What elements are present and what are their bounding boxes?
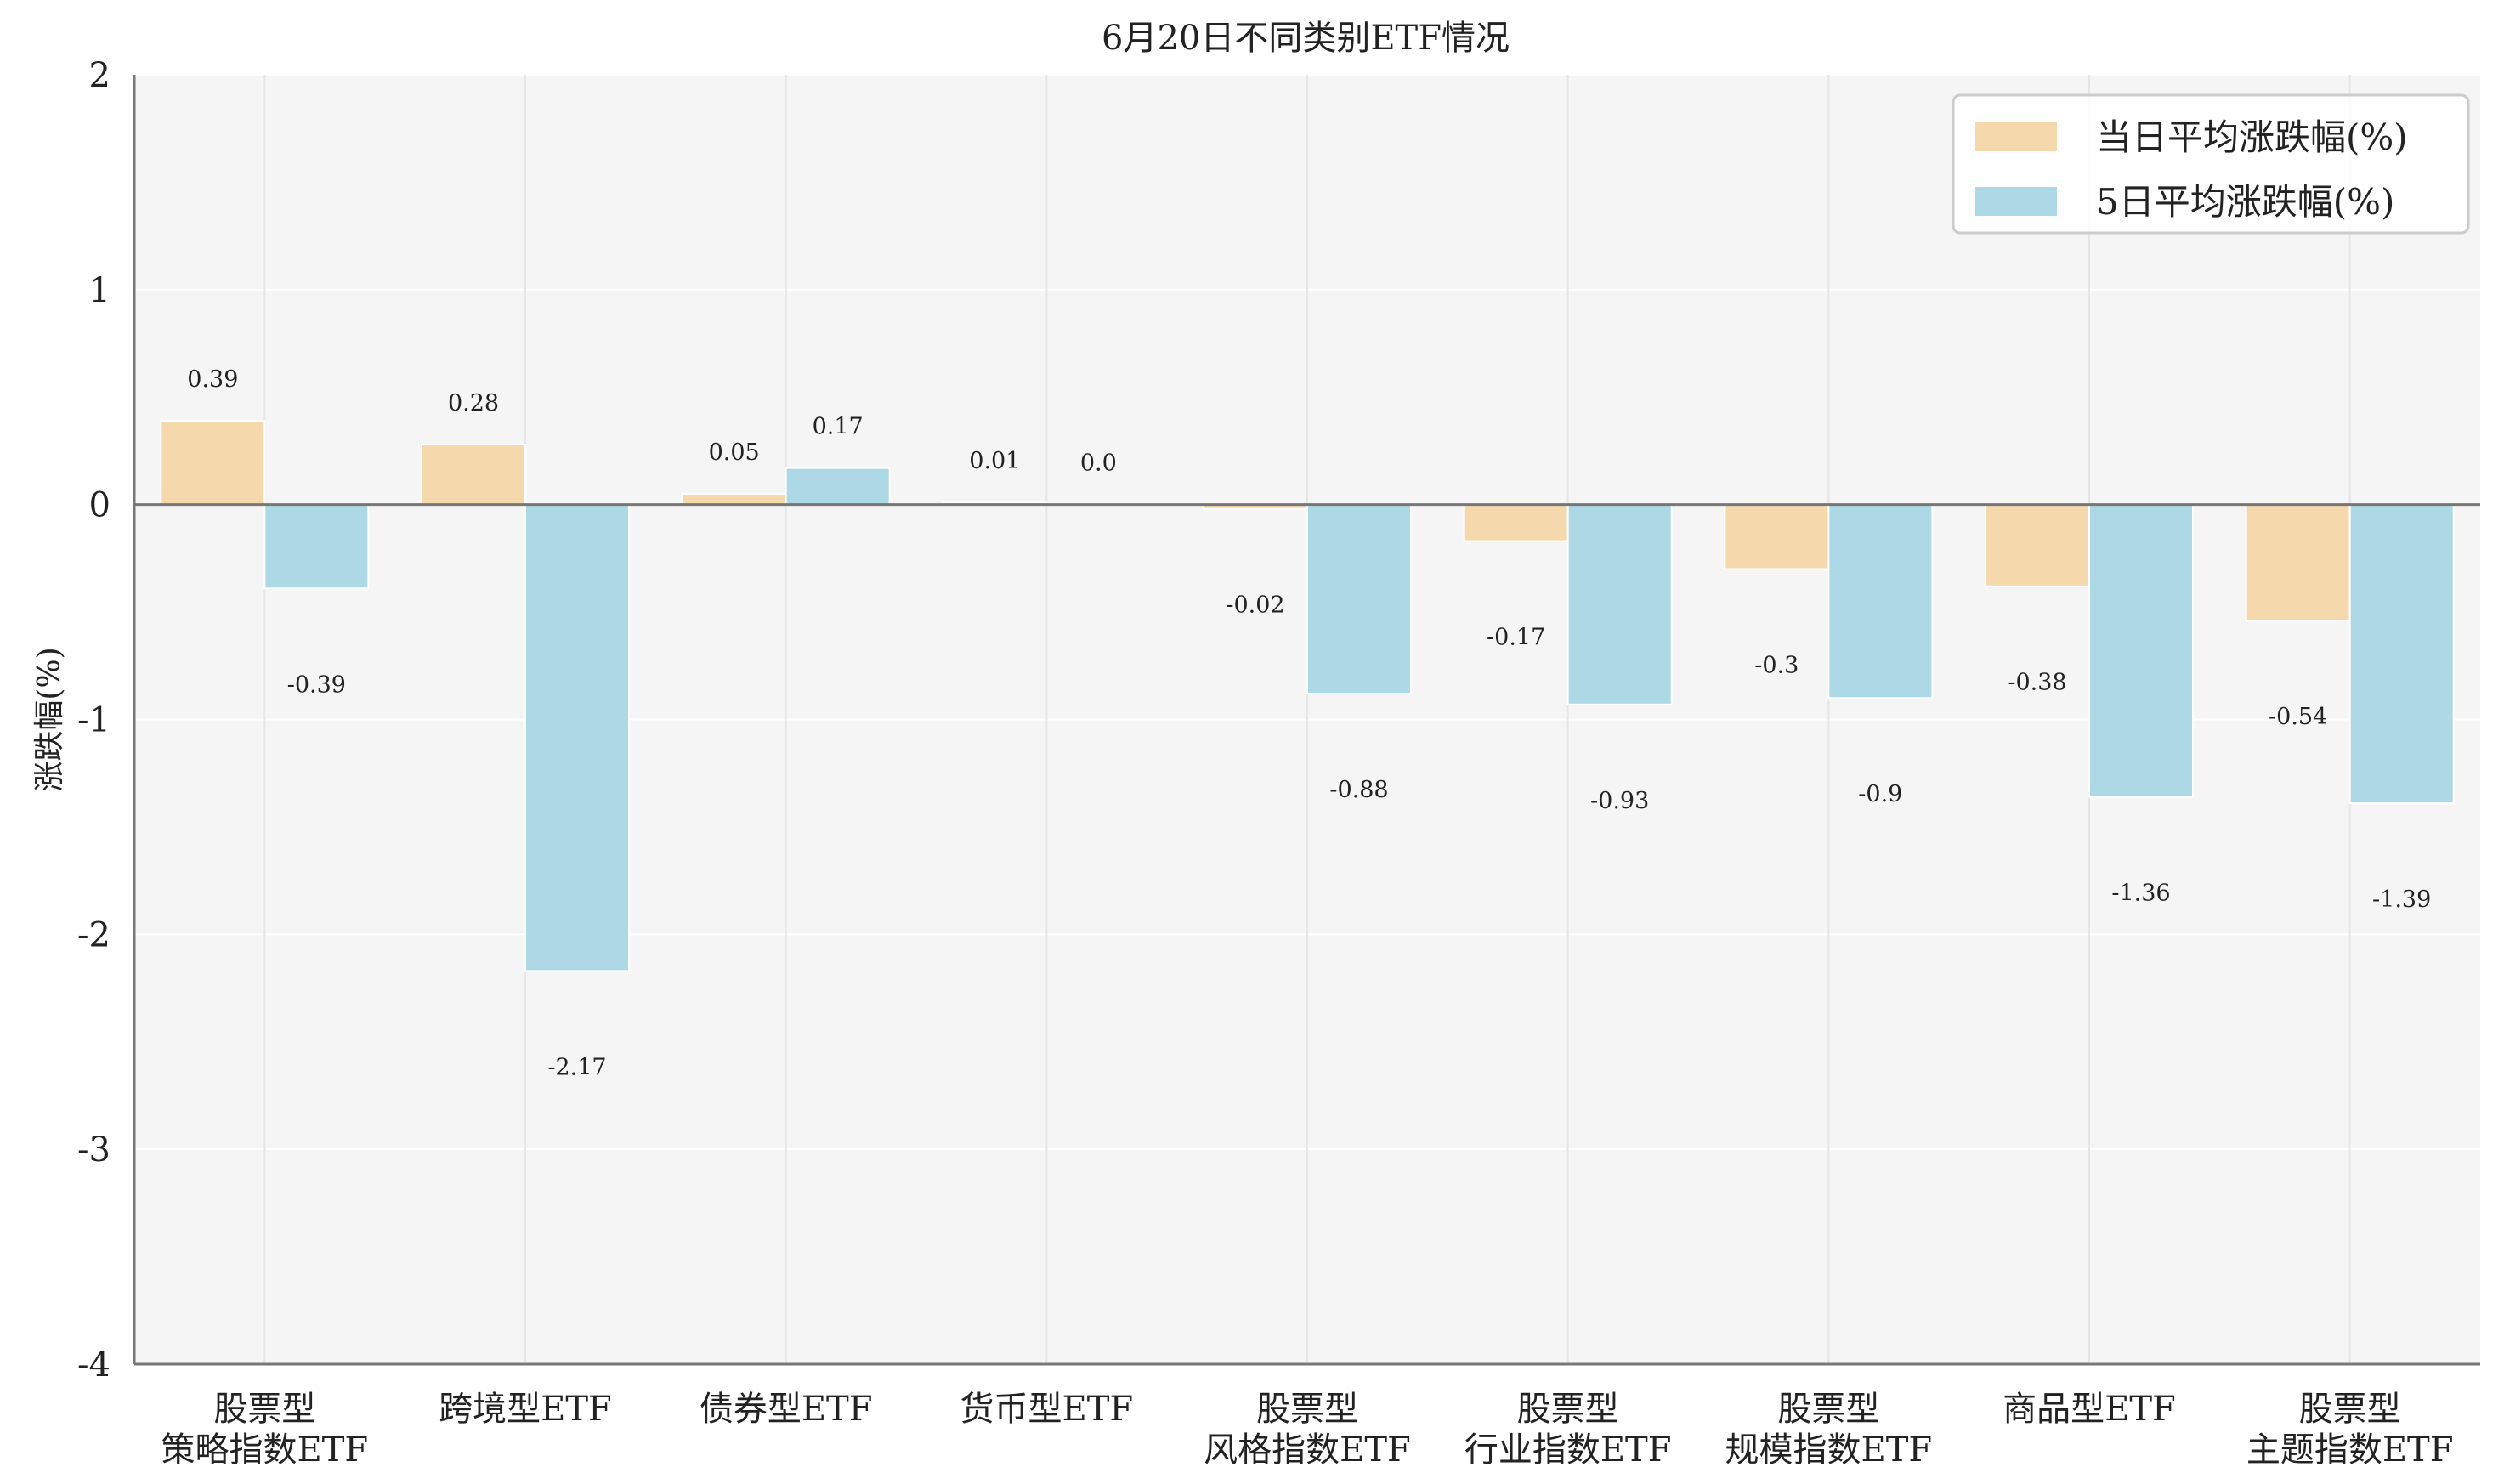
x-category-label-6-1: 规模指数ETF [1725,1430,1933,1470]
data-label-s1-0: -0.39 [287,671,346,698]
bar-s1-6 [1827,503,1934,700]
legend-swatch-0 [1975,122,2057,151]
x-category-label-0-0: 股票型 [213,1390,315,1429]
data-label-s0-3: 0.01 [969,448,1020,474]
y-tick-label-6: 2 [89,56,110,95]
data-label-s0-7: -0.38 [2008,670,2066,696]
data-label-s1-5: -0.93 [1590,788,1649,814]
bar-s1-1 [524,503,630,972]
x-category-label-3-0: 货币型ETF [960,1390,1134,1429]
x-category-label-6-0: 股票型 [1777,1390,1879,1429]
x-category-label-4-0: 股票型 [1256,1390,1358,1429]
bar-s1-2 [785,467,891,506]
data-label-s0-4: -0.02 [1226,592,1284,619]
data-label-s0-8: -0.54 [2269,704,2327,730]
data-label-s1-7: -1.36 [2111,881,2170,907]
x-category-label-1-0: 跨境型ETF [439,1390,612,1429]
legend-label-0: 当日平均涨跌幅(%) [2096,116,2408,158]
y-tick-label-3: -1 [77,701,110,740]
bar-s1-7 [2088,503,2194,798]
bar-s0-5 [1463,503,1569,542]
bar-s1-4 [1306,503,1412,695]
data-label-s0-0: 0.39 [187,366,238,393]
data-label-s0-6: -0.3 [1754,653,1799,679]
x-category-label-5-1: 行业指数ETF [1464,1430,1672,1470]
x-category-label-4-1: 风格指数ETF [1204,1430,1411,1470]
data-label-s1-4: -0.88 [1329,777,1388,803]
x-category-label-0-1: 策略指数ETF [161,1430,369,1470]
data-label-s1-6: -0.9 [1858,781,1902,807]
data-label-s1-1: -2.17 [547,1054,606,1080]
bar-s0-6 [1724,503,1830,570]
y-tick-label-5: 1 [89,271,110,310]
bar-s0-0 [160,420,266,506]
bar-s0-1 [421,443,526,506]
data-label-s0-5: -0.17 [1487,625,1545,651]
data-label-s0-1: 0.28 [448,390,499,416]
x-category-label-8-0: 股票型 [2299,1390,2401,1429]
x-category-label-8-1: 主题指数ETF [2246,1430,2454,1470]
legend-label-1: 5日平均涨跌幅(%) [2096,181,2394,223]
data-label-s1-3: 0.0 [1080,450,1117,477]
y-axis-label: 涨跌幅(%) [32,647,67,791]
bar-s0-7 [1985,503,2090,587]
data-label-s0-2: 0.05 [709,439,760,466]
x-category-label-7-0: 商品型ETF [2003,1390,2176,1429]
y-tick-label-0: -4 [77,1345,110,1385]
data-label-s1-8: -1.39 [2372,886,2431,913]
legend-box [1952,93,2470,235]
bar-s0-2 [681,493,787,506]
y-tick-label-1: -3 [77,1130,110,1170]
data-label-s1-2: 0.17 [813,414,864,440]
legend-swatch-1 [1975,187,2057,216]
x-category-label-2-0: 债券型ETF [700,1390,873,1429]
bar-s0-8 [2245,503,2351,622]
bar-s1-5 [1566,503,1673,705]
chart-title: 6月20日不同类别ETF情况 [1102,19,1510,58]
bar-s1-8 [2348,503,2455,805]
bar-s1-0 [263,503,370,590]
y-tick-label-4: 0 [89,486,110,525]
x-category-label-5-0: 股票型 [1517,1390,1619,1429]
y-tick-label-2: -2 [77,915,110,954]
